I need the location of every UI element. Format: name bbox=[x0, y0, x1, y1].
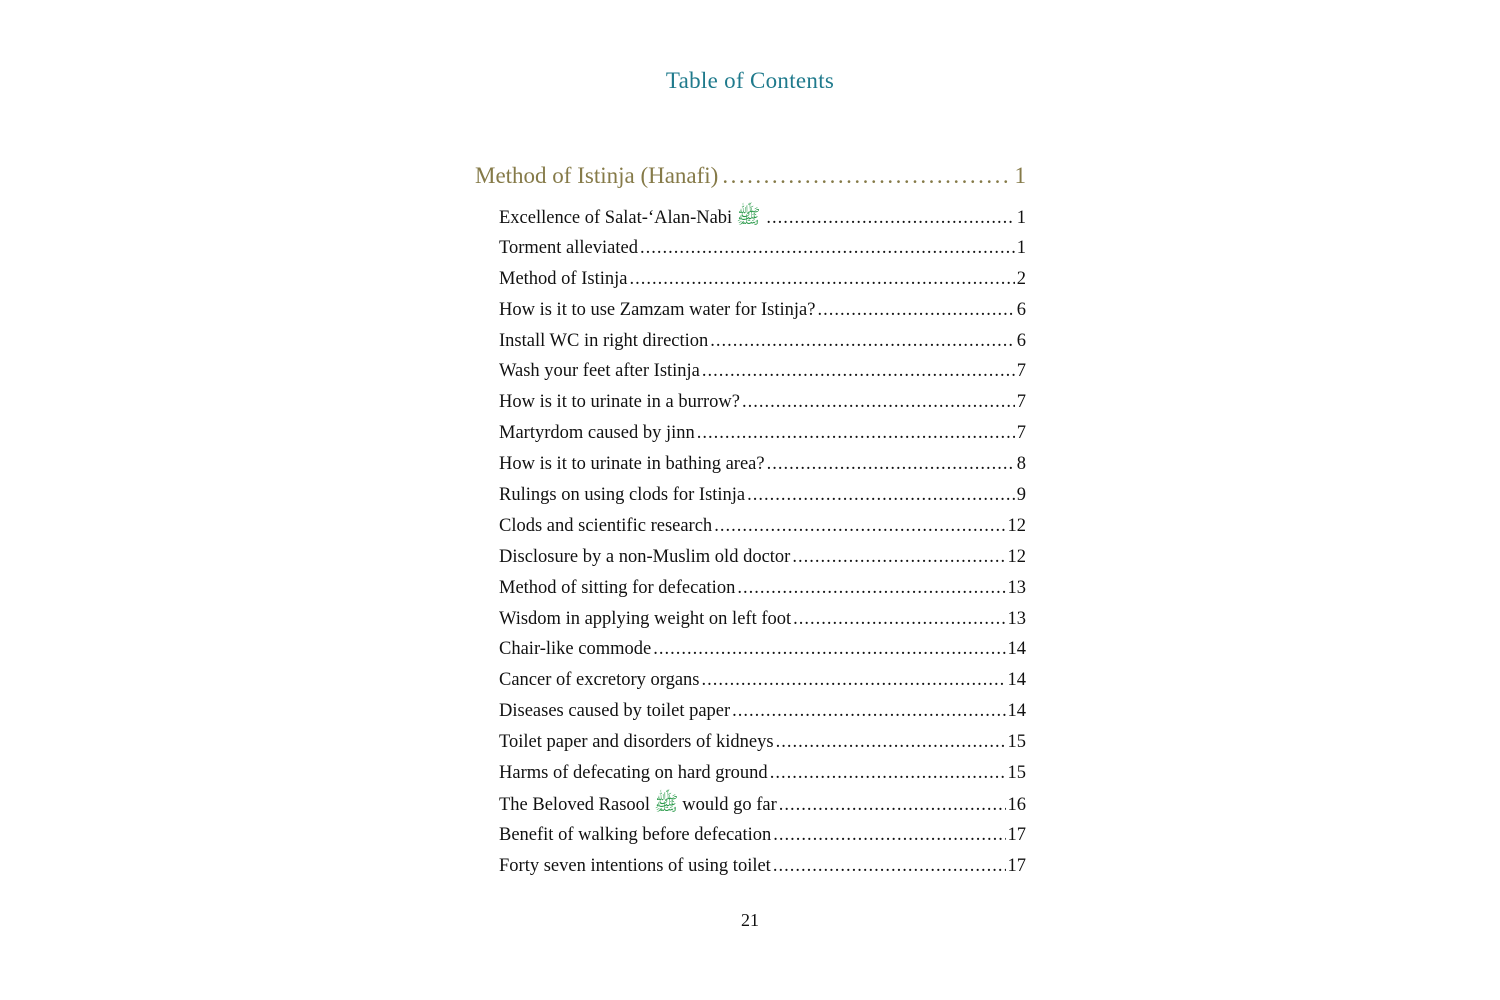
page-title: Table of Contents bbox=[665, 68, 835, 93]
chapter-label: Method of Istinja (Hanafi) bbox=[475, 163, 719, 188]
dot-leader bbox=[770, 763, 1006, 784]
toc-entry[interactable]: Martyrdom caused by jinn 7 bbox=[499, 423, 1026, 454]
entry-page: 14 bbox=[1007, 701, 1027, 722]
entry-label: Torment alleviated bbox=[499, 237, 638, 258]
dot-leader bbox=[767, 454, 1015, 475]
entry-page: 7 bbox=[1016, 423, 1026, 444]
entry-label: How is it to use Zamzam water for Istinj… bbox=[499, 299, 816, 320]
entry-label: Install WC in right direction bbox=[499, 330, 709, 351]
dot-leader bbox=[640, 238, 1015, 259]
entry-page: 12 bbox=[1007, 515, 1027, 536]
toc-entry[interactable]: Wash your feet after Istinja 7 bbox=[499, 361, 1026, 392]
dot-leader bbox=[697, 423, 1015, 444]
entry-label: Rulings on using clods for Istinja bbox=[499, 485, 746, 506]
entry-page: 13 bbox=[1007, 608, 1027, 629]
entry-page: 14 bbox=[1007, 670, 1027, 691]
dot-leader bbox=[776, 732, 1006, 753]
entry-label-continued: would go far bbox=[682, 794, 777, 815]
entry-label: Method of sitting for defecation bbox=[499, 577, 736, 598]
dot-leader bbox=[747, 485, 1015, 506]
entry-page: 8 bbox=[1016, 454, 1026, 475]
entry-page: 15 bbox=[1007, 763, 1027, 784]
salawat-calligraphy-icon: ﷺ bbox=[736, 206, 761, 228]
dot-leader bbox=[773, 856, 1006, 877]
entry-label: Cancer of excretory organs bbox=[499, 670, 700, 691]
toc-entry[interactable]: Wisdom in applying weight on left foot 13 bbox=[499, 609, 1026, 640]
toc-entry[interactable]: Install WC in right direction 6 bbox=[499, 331, 1026, 362]
chapter-entry[interactable]: Method of Istinja (Hanafi) 1 bbox=[475, 163, 1026, 203]
toc-entry[interactable]: How is it to use Zamzam water for Istinj… bbox=[499, 300, 1026, 331]
toc-entry[interactable]: Chair-like commode 14 bbox=[499, 639, 1026, 670]
entry-page: 17 bbox=[1007, 824, 1027, 845]
entry-label: Martyrdom caused by jinn bbox=[499, 423, 695, 444]
toc-entry[interactable]: Method of Istinja 2 bbox=[499, 269, 1026, 300]
dot-leader bbox=[773, 825, 1005, 846]
entry-page: 6 bbox=[1016, 330, 1026, 351]
entry-label: Diseases caused by toilet paper bbox=[499, 701, 731, 722]
entry-page: 15 bbox=[1007, 732, 1027, 753]
entry-label: Forty seven intentions of using toilet bbox=[499, 855, 771, 876]
dot-leader bbox=[737, 578, 1005, 599]
entry-label: Clods and scientific research bbox=[499, 515, 713, 536]
entry-label: Method of Istinja bbox=[499, 268, 628, 289]
toc-entry[interactable]: Rulings on using clods for Istinja 9 bbox=[499, 485, 1026, 516]
dot-leader bbox=[742, 392, 1015, 413]
dot-leader bbox=[702, 361, 1015, 382]
dot-leader bbox=[710, 331, 1014, 352]
chapter-page: 1 bbox=[1014, 163, 1027, 188]
dot-leader bbox=[714, 516, 1005, 537]
toc-entry[interactable]: Toilet paper and disorders of kidneys 15 bbox=[499, 732, 1026, 763]
dot-leader bbox=[702, 670, 1006, 691]
toc-entry[interactable]: How is it to urinate in bathing area? 8 bbox=[499, 454, 1026, 485]
toc-entry[interactable]: Benefit of walking before defecation 17 bbox=[499, 825, 1026, 856]
toc-entry[interactable]: Disclosure by a non-Muslim old doctor 12 bbox=[499, 547, 1026, 578]
entry-page: 16 bbox=[1007, 794, 1027, 815]
entry-label: The Beloved Rasool bbox=[499, 794, 651, 815]
dot-leader bbox=[653, 639, 1005, 660]
entry-page: 1 bbox=[1016, 237, 1026, 258]
entry-label: Benefit of walking before defecation bbox=[499, 824, 772, 845]
toc-entry[interactable]: Diseases caused by toilet paper 14 bbox=[499, 701, 1026, 732]
entry-page: 9 bbox=[1016, 485, 1026, 506]
entry-label: Excellence of Salat-‘Alan-Nabi bbox=[499, 208, 733, 228]
toc-entry[interactable]: Clods and scientific research 12 bbox=[499, 516, 1026, 547]
dot-leader bbox=[732, 701, 1005, 722]
toc-entry[interactable]: How is it to urinate in a burrow? 7 bbox=[499, 392, 1026, 423]
dot-leader bbox=[722, 163, 1008, 189]
dot-leader bbox=[779, 795, 1006, 816]
entry-page: 12 bbox=[1007, 546, 1027, 567]
dot-leader bbox=[766, 208, 1014, 229]
entry-page: 14 bbox=[1007, 639, 1027, 660]
entry-label: How is it to urinate in a burrow? bbox=[499, 392, 740, 413]
entry-page: 17 bbox=[1007, 855, 1027, 876]
toc-entry[interactable]: Harms of defecating on hard ground 15 bbox=[499, 763, 1026, 794]
dot-leader bbox=[817, 300, 1014, 321]
entry-page: 2 bbox=[1016, 268, 1026, 289]
entry-label: Wisdom in applying weight on left foot bbox=[499, 608, 792, 629]
entry-label: Wash your feet after Istinja bbox=[499, 361, 700, 382]
entry-label: Toilet paper and disorders of kidneys bbox=[499, 732, 774, 753]
entry-page: 7 bbox=[1016, 361, 1026, 382]
salawat-calligraphy-icon: ﷺ bbox=[654, 792, 679, 815]
page-number: 21 bbox=[741, 910, 759, 930]
dot-leader bbox=[629, 269, 1014, 290]
toc-entry[interactable]: Forty seven intentions of using toilet 17 bbox=[499, 856, 1026, 887]
entry-label: How is it to urinate in bathing area? bbox=[499, 454, 765, 475]
entry-page: 13 bbox=[1007, 577, 1027, 598]
entry-label: Chair-like commode bbox=[499, 639, 652, 660]
dot-leader bbox=[793, 609, 1005, 630]
entry-page: 6 bbox=[1016, 299, 1026, 320]
entry-page: 7 bbox=[1016, 392, 1026, 413]
dot-leader bbox=[792, 547, 1005, 568]
toc-entry[interactable]: Torment alleviated 1 bbox=[499, 238, 1026, 269]
entry-label: Disclosure by a non-Muslim old doctor bbox=[499, 546, 791, 567]
toc-entry[interactable]: Method of sitting for defecation 13 bbox=[499, 578, 1026, 609]
table-of-contents: Method of Istinja (Hanafi) 1 Excellence … bbox=[475, 163, 1026, 887]
entry-page: 1 bbox=[1016, 208, 1026, 228]
entry-label: Harms of defecating on hard ground bbox=[499, 763, 768, 784]
toc-entry[interactable]: Cancer of excretory organs 14 bbox=[499, 670, 1026, 701]
